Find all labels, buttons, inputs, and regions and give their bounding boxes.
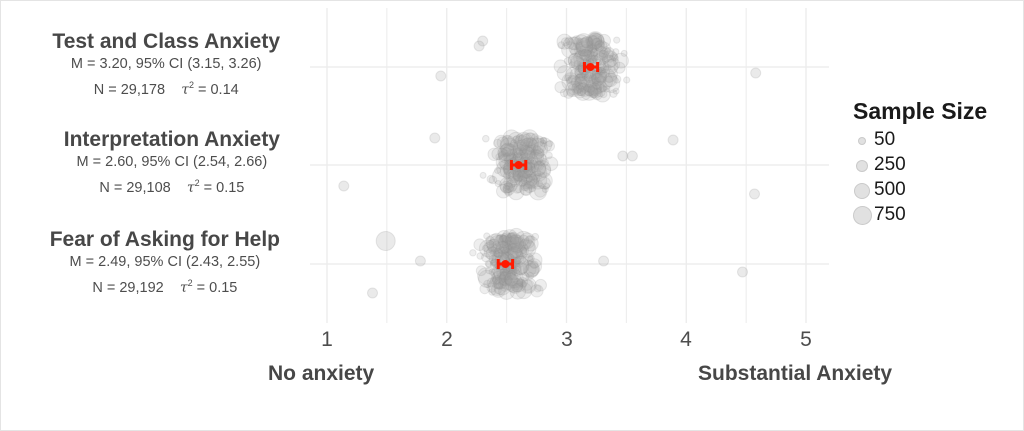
size-dot-icon <box>858 137 866 145</box>
size-dot-icon <box>853 206 872 225</box>
legend-title: Sample Size <box>853 98 988 124</box>
row-stat-mean-ci: M = 3.20, 95% CI (3.15, 3.26) <box>70 56 262 72</box>
gridlines <box>310 8 829 323</box>
x-tick-5: 5 <box>800 328 812 351</box>
x-tick-2: 2 <box>441 328 453 351</box>
tau-symbol: τ <box>186 180 195 196</box>
x-tick-3: 3 <box>561 328 573 351</box>
row-stat-n-tau: N = 29,192 τ2 = 0.15 <box>92 278 238 296</box>
x-tick-4: 4 <box>680 328 692 351</box>
size-dot-icon <box>854 183 870 199</box>
row-label-interpretation-anxiety: Interpretation Anxiety M = 2.60, 95% CI … <box>64 128 280 199</box>
row-stat-mean-ci: M = 2.60, 95% CI (2.54, 2.66) <box>76 154 268 170</box>
row-title: Interpretation Anxiety <box>63 128 280 151</box>
legend-item-750: 750 <box>853 204 987 229</box>
legend-item-50: 50 <box>853 129 987 154</box>
size-dot-icon <box>856 160 868 172</box>
confidence-intervals <box>496 62 600 269</box>
row-stat-n-tau: N = 29,108 τ2 = 0.15 <box>99 178 245 196</box>
row-label-test-class-anxiety: Test and Class Anxiety M = 3.20, 95% CI … <box>52 30 280 101</box>
row-title: Fear of Asking for Help <box>49 228 280 251</box>
x-anchor-low: No anxiety <box>268 362 375 385</box>
x-anchor-high: Substantial Anxiety <box>698 362 893 385</box>
tau-symbol: τ <box>179 280 188 296</box>
row-label-fear-asking-help: Fear of Asking for Help M = 2.49, 95% CI… <box>50 228 280 299</box>
legend: Sample Size 50 250 500 750 <box>853 98 987 229</box>
tau-symbol: τ <box>181 82 189 98</box>
study-points <box>338 31 762 300</box>
row-stat-mean-ci: M = 2.49, 95% CI (2.43, 2.55) <box>69 254 261 270</box>
x-tick-1: 1 <box>321 328 333 351</box>
row-stat-n-tau: N = 29,178 τ2 = 0.14 <box>93 80 239 98</box>
legend-item-250: 250 <box>853 154 987 179</box>
legend-item-500: 500 <box>853 179 987 204</box>
row-title: Test and Class Anxiety <box>52 30 280 53</box>
